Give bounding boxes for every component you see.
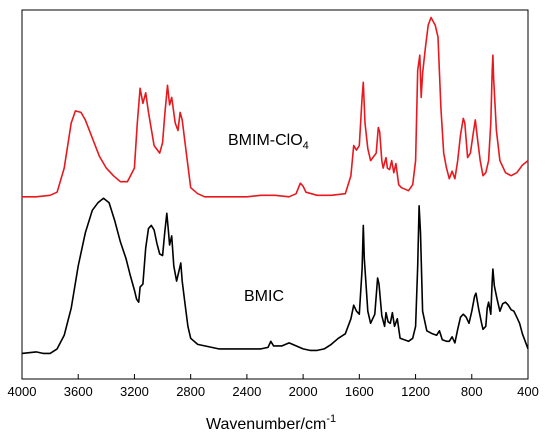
x-tick-label: 1200 — [401, 384, 430, 399]
series-layer — [21, 16, 529, 355]
series-label-bmic-main: BMIC — [244, 288, 284, 305]
x-tick-label: 400 — [517, 384, 539, 399]
x-tick-label: 2400 — [232, 384, 261, 399]
x-tick-label: 2000 — [289, 384, 318, 399]
series-label-bmic: BMIC — [244, 288, 284, 305]
series-line-bmic — [21, 197, 529, 355]
x-tick-label: 4000 — [8, 384, 37, 399]
x-axis-title-main: Wavenumber/cm — [206, 416, 326, 433]
x-tick-label: 3600 — [64, 384, 93, 399]
x-axis-ticks: 4000 3600 3200 2800 2400 2000 1600 1200 800 400 — [8, 374, 539, 399]
x-tick-label: 2800 — [176, 384, 205, 399]
series-line-bmim-clo4 — [22, 16, 529, 198]
x-axis-title-superscript: -1 — [326, 413, 336, 425]
x-tick-label: 800 — [461, 384, 483, 399]
x-tick-label: 3200 — [120, 384, 149, 399]
series-label-bmim-clo4: BMIM-ClO4 — [228, 132, 309, 152]
x-axis-title: Wavenumber/cm-1 — [206, 413, 336, 433]
plot-frame — [21, 9, 529, 380]
series-label-bmim-clo4-main: BMIM-ClO — [228, 132, 303, 149]
series-label-bmim-clo4-subscript: 4 — [303, 140, 309, 152]
x-tick-label: 1600 — [345, 384, 374, 399]
